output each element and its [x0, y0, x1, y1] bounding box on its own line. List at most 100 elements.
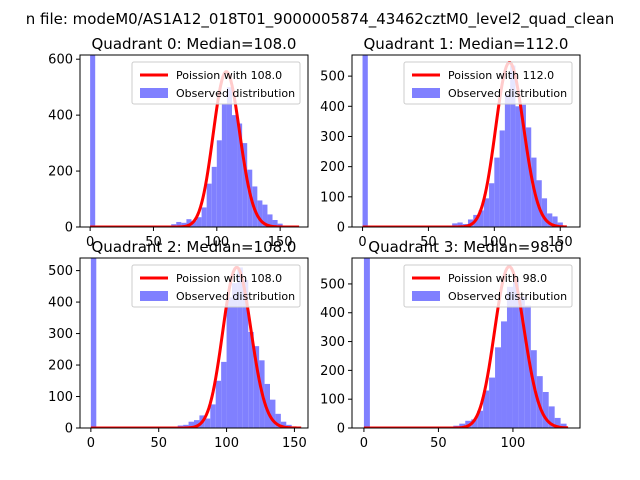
- subplot-grid: 0 50 100 150 0 200 400 600 Poission with 108.0 Ob…: [48, 35, 581, 451]
- histogram-bar: [90, 55, 96, 227]
- legend-hist-swatch: [140, 88, 168, 98]
- legend-hist-swatch: [140, 291, 168, 301]
- legend: Poission with 108.0 Observed distribution: [131, 264, 301, 308]
- y-tick-label: 200: [320, 364, 345, 379]
- x-tick-label: 150: [268, 235, 293, 250]
- y-tick-label: 300: [320, 130, 345, 145]
- x-tick-label: 0: [360, 436, 368, 451]
- subplot-title: Quadrant 0: Median=108.0: [92, 35, 297, 53]
- histogram-bar: [242, 143, 248, 227]
- histogram-bar: [275, 413, 281, 428]
- axes-frame: [351, 54, 581, 228]
- histogram-bar: [221, 361, 227, 428]
- plot-area: [90, 258, 302, 428]
- histogram-bar: [257, 200, 263, 227]
- histogram-bar: [515, 106, 521, 227]
- histogram-bar: [471, 419, 478, 428]
- legend-box: [403, 61, 573, 105]
- histogram-bar: [457, 222, 463, 227]
- histogram-bar: [262, 204, 268, 227]
- histogram-bar: [554, 417, 561, 428]
- histogram-bar: [277, 223, 283, 227]
- y-tick-label: 0: [65, 422, 73, 437]
- histogram-bar: [557, 222, 563, 227]
- histogram-bar: [483, 198, 490, 227]
- histogram-bar: [518, 296, 525, 428]
- histogram-bar: [495, 347, 502, 428]
- histogram-bar: [525, 127, 532, 227]
- x-tick-label: 100: [501, 436, 526, 451]
- legend-fit-label: Poission with 108.0: [176, 272, 282, 285]
- y-tick-label: 100: [48, 390, 73, 405]
- x-tick-label: 150: [548, 235, 573, 250]
- y-tick-label: 200: [48, 359, 73, 374]
- histogram-bar: [272, 220, 278, 227]
- axes-frame: [79, 54, 309, 228]
- histogram-bar: [196, 217, 202, 227]
- histogram-bar: [232, 115, 238, 227]
- histogram-bar: [478, 210, 484, 227]
- histogram-bar: [489, 183, 495, 227]
- histogram-bar: [560, 423, 567, 428]
- legend: Poission with 98.0 Observed distribution: [403, 264, 573, 308]
- histogram-bar: [248, 331, 254, 428]
- legend-hist-label: Observed distribution: [176, 87, 295, 100]
- subplot-title: Quadrant 2: Median=108.0: [92, 238, 297, 256]
- histogram-bar: [512, 279, 519, 428]
- legend-hist-swatch: [412, 291, 440, 301]
- plot-area: [89, 55, 300, 227]
- histogram-bar: [215, 380, 222, 428]
- histogram-bar: [181, 222, 187, 227]
- y-tick-label: 500: [48, 264, 73, 279]
- histogram-bar: [211, 166, 217, 227]
- y-tick-label: 0: [65, 221, 73, 236]
- plot-area: [362, 55, 567, 227]
- histogram-bar: [506, 286, 513, 428]
- histogram-bar: [90, 258, 97, 428]
- y-tick-label: 0: [337, 422, 345, 437]
- y-tick-label: 400: [320, 100, 345, 115]
- histogram-bar: [524, 305, 531, 428]
- histogram-bar: [510, 65, 516, 227]
- subplot-title: Quadrant 1: Median=112.0: [364, 35, 569, 53]
- x-tick-label: 0: [86, 235, 94, 250]
- histogram-bar: [477, 410, 484, 428]
- y-tick-label: 500: [320, 70, 345, 85]
- subplot-title: Quadrant 3: Median=98.0: [368, 238, 563, 256]
- histogram-bar: [204, 418, 211, 428]
- histogram-bar: [188, 421, 194, 428]
- legend-box: [403, 264, 573, 308]
- poisson-fit-line: [89, 70, 300, 227]
- histogram-bar: [267, 214, 273, 227]
- figure-suptitle: n file: modeM0/AS1A12_018T01_9000005874_…: [26, 10, 615, 29]
- x-tick-label: 50: [145, 235, 162, 250]
- histogram-bar: [499, 130, 505, 227]
- y-tick-label: 400: [320, 306, 345, 321]
- x-tick-label: 50: [430, 436, 447, 451]
- legend-fit-label: Poission with 108.0: [176, 69, 282, 82]
- legend-hist-label: Observed distribution: [448, 290, 567, 303]
- histogram-bar: [186, 219, 192, 227]
- axes-frame: [79, 257, 309, 429]
- histogram-bar: [253, 346, 260, 428]
- histogram-bar: [242, 280, 249, 428]
- y-tick-label: 400: [48, 296, 73, 311]
- plot-area: [363, 258, 569, 428]
- subplot-quadrant-1: 0 50 100 150 0 100 200 300 400 500 Poission with 1…: [320, 35, 581, 250]
- histogram-bar: [226, 87, 232, 227]
- histogram-bar: [226, 297, 232, 428]
- histogram-bar: [552, 216, 558, 227]
- histogram-bar: [362, 55, 368, 227]
- legend-hist-label: Observed distribution: [176, 290, 295, 303]
- legend-fit-label: Poission with 112.0: [448, 69, 554, 82]
- histogram-bar: [452, 223, 458, 227]
- y-tick-label: 600: [48, 53, 73, 68]
- histogram-bar: [504, 94, 511, 227]
- y-tick-label: 100: [320, 393, 345, 408]
- x-tick-label: 100: [482, 235, 507, 250]
- histogram-bar: [520, 104, 526, 227]
- histogram-bar: [541, 198, 548, 227]
- histogram-bar: [191, 220, 197, 227]
